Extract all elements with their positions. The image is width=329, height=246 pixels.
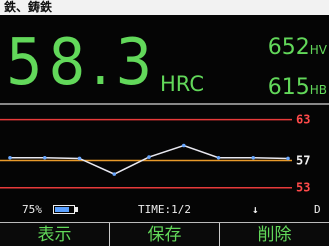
trend-point [147, 155, 151, 159]
direction-icon: ↓ [252, 203, 259, 217]
device-screen: 鉄、鋳鉄 58.3 HRC 652HV 615HB 535763 75% TIM… [0, 0, 329, 246]
trend-point [217, 156, 221, 160]
limit-label: 63 [296, 113, 310, 127]
save-button[interactable]: 保存 [110, 223, 220, 246]
trend-point [286, 157, 290, 161]
trend-point [78, 157, 82, 161]
trend-point [112, 172, 116, 176]
trend-point [8, 156, 12, 160]
trend-point [182, 144, 186, 148]
probe-mode: D [314, 203, 321, 217]
limit-label: 53 [296, 181, 310, 195]
trend-point [43, 156, 47, 160]
trend-point [251, 156, 255, 160]
delete-button[interactable]: 削除 [220, 223, 329, 246]
limit-label: 57 [296, 153, 310, 167]
battery-tip [75, 207, 78, 212]
battery-text: 75% [22, 203, 42, 217]
time-indicator: TIME:1/2 [138, 203, 191, 217]
display-button[interactable]: 表示 [0, 223, 110, 246]
battery-icon [53, 205, 75, 214]
button-bar: 表示 保存 削除 [0, 222, 329, 246]
battery-fill [55, 207, 69, 212]
